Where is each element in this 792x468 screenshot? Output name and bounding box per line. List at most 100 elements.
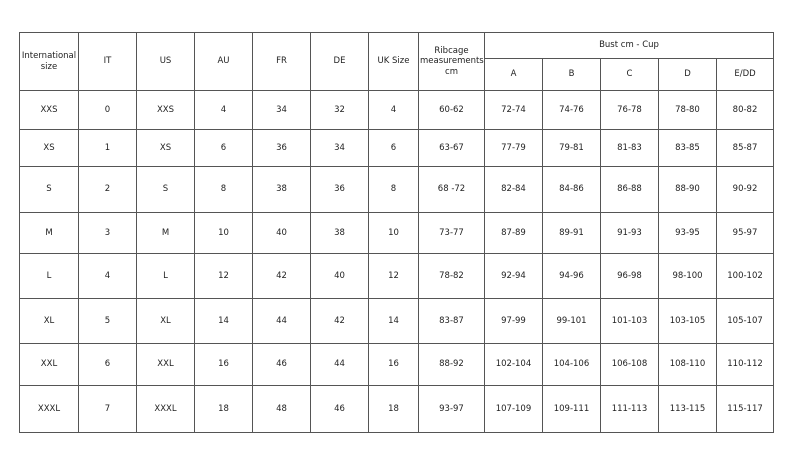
cell-cup-e-dd: 95-97 <box>715 212 775 254</box>
cell-ribcage: 78-82 <box>418 253 485 299</box>
cell-cup-a: 97-99 <box>484 298 543 344</box>
cell-cup-c: 86-88 <box>600 166 659 213</box>
header-au: AU <box>194 32 253 91</box>
cell-it: 4 <box>78 253 137 299</box>
cell-fr: 34 <box>252 90 311 130</box>
cell-cup-d: 103-105 <box>658 298 717 344</box>
cell-au: 4 <box>194 90 253 130</box>
table-row: XL 5 XL 14 44 42 14 83-87 97-99 99-101 101-103 103-… <box>19 298 775 344</box>
cell-cup-d: 93-95 <box>658 212 717 254</box>
cell-cup-b: 104-106 <box>542 343 601 386</box>
cell-cup-b: 94-96 <box>542 253 601 299</box>
cell-cup-e-dd: 115-117 <box>715 385 775 433</box>
cell-uk-size: 14 <box>368 298 419 344</box>
header-bust-cup: Bust cm - Cup <box>483 32 775 59</box>
cell-uk-size: 16 <box>368 343 419 386</box>
header-ribcage: Ribcage measurements cm <box>418 32 485 91</box>
cell-it: 3 <box>78 212 137 254</box>
cell-fr: 42 <box>252 253 311 299</box>
cell-us: XXL <box>136 343 195 386</box>
cell-it: 5 <box>78 298 137 344</box>
cell-ribcage: 63-67 <box>418 129 485 167</box>
cell-us: M <box>136 212 195 254</box>
cell-cup-c: 91-93 <box>600 212 659 254</box>
cell-cup-e-dd: 90-92 <box>715 166 775 213</box>
cell-cup-a: 77-79 <box>484 129 543 167</box>
cell-international-size: XXXL <box>19 385 79 433</box>
cell-cup-a: 107-109 <box>484 385 543 433</box>
cell-us: XXXL <box>136 385 195 433</box>
cell-it: 6 <box>78 343 137 386</box>
cell-cup-d: 83-85 <box>658 129 717 167</box>
header-cup-d: D <box>658 58 717 91</box>
cell-au: 16 <box>194 343 253 386</box>
cell-cup-a: 72-74 <box>484 90 543 130</box>
cell-us: XL <box>136 298 195 344</box>
cell-cup-e-dd: 100-102 <box>715 253 775 299</box>
cell-uk-size: 12 <box>368 253 419 299</box>
cell-it: 7 <box>78 385 137 433</box>
cell-cup-a: 102-104 <box>484 343 543 386</box>
cell-cup-c: 81-83 <box>600 129 659 167</box>
cell-ribcage: 60-62 <box>418 90 485 130</box>
cell-cup-e-dd: 85-87 <box>715 129 775 167</box>
cell-cup-e-dd: 105-107 <box>715 298 775 344</box>
cell-de: 34 <box>310 129 369 167</box>
header-cup-e-dd: E/DD <box>715 58 775 91</box>
cell-de: 36 <box>310 166 369 213</box>
table-row: S 2 S 8 38 36 8 68 -72 82-84 84-86 86-88 88-90 90-92 <box>19 166 775 213</box>
cell-cup-b: 89-91 <box>542 212 601 254</box>
cell-us: S <box>136 166 195 213</box>
cell-it: 2 <box>78 166 137 213</box>
table-row: L 4 L 12 42 40 12 78-82 92-94 94-96 96-98 98-100 100… <box>19 253 775 299</box>
cell-cup-c: 111-113 <box>600 385 659 433</box>
table-row: M 3 M 10 40 38 10 73-77 87-89 89-91 91-93 93-95 95-9… <box>19 212 775 254</box>
cell-cup-c: 106-108 <box>600 343 659 386</box>
cell-cup-d: 113-115 <box>658 385 717 433</box>
header-uk-size: UK Size <box>368 32 419 91</box>
cell-de: 40 <box>310 253 369 299</box>
cell-de: 32 <box>310 90 369 130</box>
cell-fr: 36 <box>252 129 311 167</box>
cell-au: 14 <box>194 298 253 344</box>
cell-au: 6 <box>194 129 253 167</box>
cell-uk-size: 8 <box>368 166 419 213</box>
header-international-size: International size <box>19 32 79 91</box>
cell-cup-a: 92-94 <box>484 253 543 299</box>
cell-cup-e-dd: 110-112 <box>715 343 775 386</box>
cell-international-size: L <box>19 253 79 299</box>
cell-cup-d: 88-90 <box>658 166 717 213</box>
cell-uk-size: 10 <box>368 212 419 254</box>
cell-it: 0 <box>78 90 137 130</box>
cell-uk-size: 4 <box>368 90 419 130</box>
cell-cup-b: 84-86 <box>542 166 601 213</box>
cell-cup-b: 109-111 <box>542 385 601 433</box>
cell-cup-d: 78-80 <box>658 90 717 130</box>
cell-international-size: XXS <box>19 90 79 130</box>
cell-ribcage: 73-77 <box>418 212 485 254</box>
size-chart-table: International size IT US AU FR DE UK Siz… <box>19 32 775 433</box>
cell-us: XXS <box>136 90 195 130</box>
cell-uk-size: 6 <box>368 129 419 167</box>
cell-au: 18 <box>194 385 253 433</box>
cell-cup-d: 98-100 <box>658 253 717 299</box>
cell-de: 46 <box>310 385 369 433</box>
cell-fr: 46 <box>252 343 311 386</box>
table-row: XXXL 7 XXXL 18 48 46 18 93-97 107-109 109-111 111-… <box>19 385 775 433</box>
header-de: DE <box>310 32 369 91</box>
cell-de: 44 <box>310 343 369 386</box>
cell-cup-b: 74-76 <box>542 90 601 130</box>
header-fr: FR <box>252 32 311 91</box>
cell-fr: 48 <box>252 385 311 433</box>
cell-cup-e-dd: 80-82 <box>715 90 775 130</box>
cell-fr: 38 <box>252 166 311 213</box>
table-row: XXL 6 XXL 16 46 44 16 88-92 102-104 104-106 106-10… <box>19 343 775 386</box>
cell-it: 1 <box>78 129 137 167</box>
table-row: XXS 0 XXS 4 34 32 4 60-62 72-74 74-76 76-78 78-80 80… <box>19 90 775 130</box>
cell-fr: 44 <box>252 298 311 344</box>
cell-international-size: M <box>19 212 79 254</box>
cell-international-size: XXL <box>19 343 79 386</box>
cell-cup-a: 87-89 <box>484 212 543 254</box>
header-cup-b: B <box>542 58 601 91</box>
cell-ribcage: 88-92 <box>418 343 485 386</box>
